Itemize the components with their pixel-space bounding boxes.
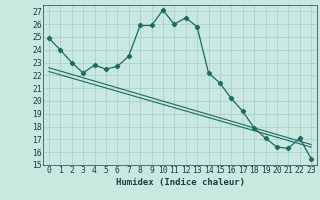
X-axis label: Humidex (Indice chaleur): Humidex (Indice chaleur) bbox=[116, 178, 244, 187]
